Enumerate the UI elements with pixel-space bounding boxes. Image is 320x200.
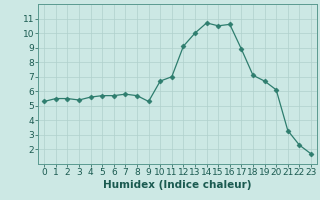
X-axis label: Humidex (Indice chaleur): Humidex (Indice chaleur) [103, 180, 252, 190]
